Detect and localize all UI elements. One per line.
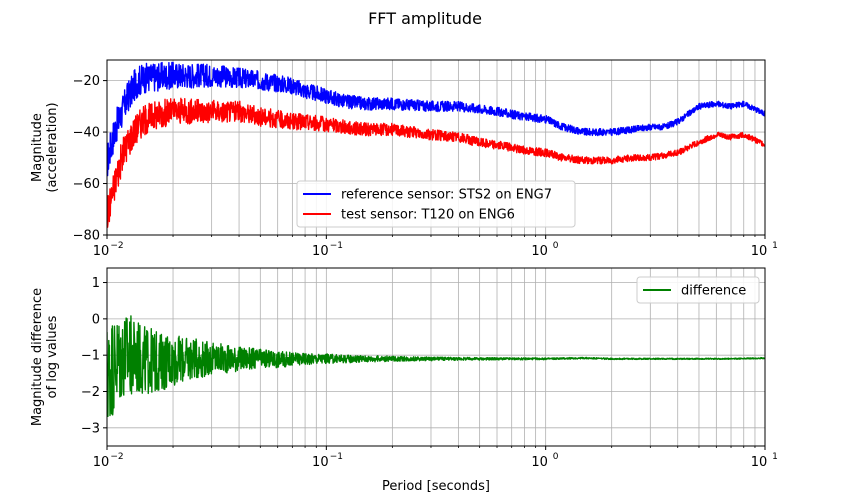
y-axis-label-line: Magnitude difference (30, 288, 45, 426)
x-tick-label-exponent: −1 (330, 452, 343, 462)
legend: reference sensor: STS2 on ENG7 test senso… (296, 180, 576, 228)
x-tick-label-exponent: 1 (772, 241, 778, 251)
series-line-1 (107, 61, 765, 177)
y-tick-label: −2 (81, 385, 100, 400)
series-line-1 (107, 315, 765, 418)
x-tick-label: 10 (751, 455, 768, 470)
series-line-2 (107, 97, 765, 228)
y-axis-label-line: of log values (45, 315, 60, 398)
x-tick-label-exponent: −2 (110, 452, 123, 462)
x-tick-label: 10 (93, 244, 110, 259)
legend-label-1: difference (681, 284, 746, 299)
legend-label-1: reference sensor: STS2 on ENG7 (341, 188, 552, 203)
y-axis-label-line: (acceleration) (45, 102, 60, 192)
x-tick-label: 10 (751, 244, 768, 259)
figure-title: FFT amplitude (368, 9, 482, 28)
y-tick-label: 1 (92, 276, 100, 291)
y-axis-label-line: Magnitude (30, 113, 45, 182)
x-axis-label: Period [seconds] (382, 479, 490, 494)
x-tick-label-exponent: 1 (772, 452, 778, 462)
x-tick-label: 10 (312, 244, 329, 259)
legend-label-2: test sensor: T120 on ENG6 (341, 208, 515, 223)
y-tick-label: −80 (73, 229, 100, 244)
series-lines (107, 61, 765, 228)
y-tick-label: 0 (92, 312, 100, 327)
x-axis: 10 −2 10 −1 10 0 10 1 (93, 446, 778, 470)
legend: difference (636, 276, 760, 304)
y-axis-label: Magnitude differenceof log values (30, 288, 60, 426)
y-axis: −80 −60 −40 −20 (73, 74, 107, 244)
x-tick-label: 10 (312, 455, 329, 470)
x-tick-label-exponent: −1 (330, 241, 343, 251)
x-tick-label-exponent: −2 (110, 241, 123, 251)
y-tick-label: −20 (73, 74, 100, 89)
legend-box (296, 180, 576, 228)
x-tick-label: 10 (93, 455, 110, 470)
y-axis: −3 −2 −1 0 1 (81, 276, 107, 436)
y-axis-label: Magnitude(acceleration) (30, 102, 60, 192)
y-tick-label: −40 (73, 126, 100, 141)
top-panel-amplitude: 10 −2 10 −1 10 0 10 1−80−60−40−20Magnitude(acce… (30, 59, 778, 259)
y-tick-label: −3 (81, 421, 100, 436)
x-tick-label-exponent: 0 (553, 241, 559, 251)
y-tick-label: −1 (81, 349, 100, 364)
x-tick-label: 10 (531, 455, 548, 470)
x-axis: 10 −2 10 −1 10 0 10 1 (93, 235, 778, 259)
axes-frame (106, 59, 766, 236)
x-tick-label: 10 (531, 244, 548, 259)
series-lines (107, 315, 765, 418)
legend-box (636, 276, 760, 304)
x-tick-label-exponent: 0 (553, 452, 559, 462)
y-tick-label: −60 (73, 177, 100, 192)
axes-frame (106, 267, 766, 447)
